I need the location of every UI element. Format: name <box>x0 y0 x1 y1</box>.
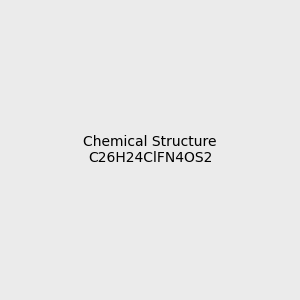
Text: Chemical Structure
C26H24ClFN4OS2: Chemical Structure C26H24ClFN4OS2 <box>83 135 217 165</box>
